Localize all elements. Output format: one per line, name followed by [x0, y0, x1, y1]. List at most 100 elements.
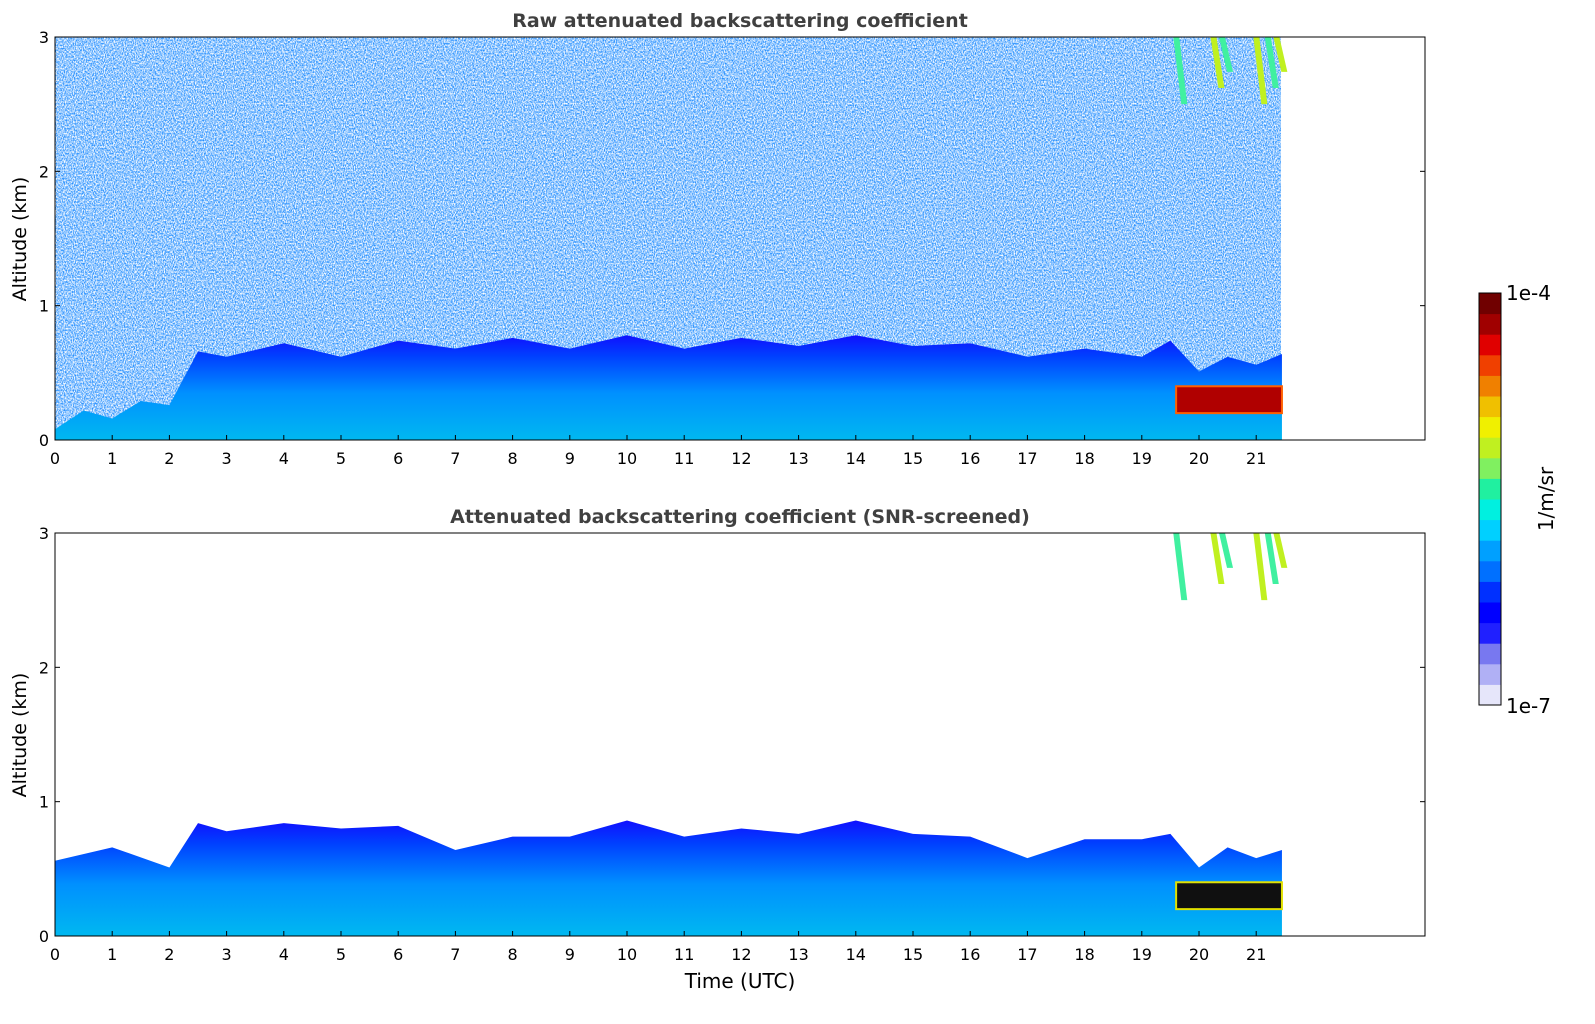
cloud-streak	[1264, 37, 1279, 89]
colorbar-frame	[1478, 292, 1502, 706]
screened-strong-aerosol-layer	[1175, 881, 1283, 911]
x-tick-label: 1	[107, 945, 117, 964]
x-tick-label: 3	[222, 449, 232, 468]
raw-y-axis-label: Altitude (km)	[9, 177, 31, 302]
x-tick-label: 2	[164, 449, 174, 468]
x-tick-label: 12	[731, 449, 751, 468]
colorbar-step	[1479, 581, 1501, 603]
colorbar-step	[1479, 334, 1501, 356]
x-tick-label: 5	[336, 449, 346, 468]
x-tick-label: 13	[788, 945, 808, 964]
cloud-streak	[1210, 533, 1225, 585]
colorbar-unit-label: 1/m/sr	[1534, 466, 1558, 531]
x-tick-label: 2	[164, 945, 174, 964]
colorbar-max-label: 1e-4	[1506, 281, 1551, 305]
screened-x-ticks: 0 1 2 3 4 5 6 7 8 9 10 11 12 13 14 15 16 17 18 19 20 21	[50, 931, 1266, 964]
colorbar-step	[1479, 437, 1501, 459]
colorbar-min-label: 1e-7	[1506, 694, 1551, 718]
colorbar-steps	[1479, 293, 1501, 706]
x-tick-label: 17	[1017, 945, 1037, 964]
screened-panel-title: Attenuated backscattering coefficient (S…	[450, 506, 1030, 528]
x-tick-label: 3	[222, 945, 232, 964]
y-tick-label: 3	[39, 524, 49, 543]
x-tick-label: 8	[508, 449, 518, 468]
colorbar-step	[1479, 293, 1501, 315]
y-tick-label: 2	[39, 658, 49, 677]
x-tick-label: 15	[903, 449, 923, 468]
x-tick-label: 20	[1189, 945, 1209, 964]
x-tick-label: 10	[617, 449, 637, 468]
screened-y-axis-label: Altitude (km)	[9, 673, 31, 798]
colorbar-step	[1479, 622, 1501, 644]
x-tick-label: 11	[674, 449, 694, 468]
screened-boundary-layer	[55, 820, 1282, 936]
x-tick-label: 15	[903, 945, 923, 964]
colorbar-step	[1479, 478, 1501, 500]
x-tick-label: 5	[336, 945, 346, 964]
colorbar-step	[1479, 519, 1501, 541]
x-tick-label: 19	[1132, 449, 1152, 468]
y-tick-label: 2	[39, 162, 49, 181]
x-tick-label: 21	[1246, 945, 1266, 964]
y-tick-label: 1	[39, 793, 49, 812]
x-tick-label: 18	[1074, 945, 1094, 964]
cloud-streak	[1210, 37, 1225, 89]
x-tick-label: 13	[788, 449, 808, 468]
x-tick-label: 1	[107, 449, 117, 468]
cloud-streak	[1219, 533, 1234, 568]
colorbar-step	[1479, 643, 1501, 665]
colorbar: 1e-4 1e-7 1/m/sr	[1478, 281, 1558, 718]
x-tick-label: 8	[508, 945, 518, 964]
colorbar-step	[1479, 375, 1501, 397]
colorbar-step	[1479, 684, 1501, 706]
x-tick-label: 9	[565, 945, 575, 964]
x-tick-label: 7	[450, 449, 460, 468]
x-tick-label: 11	[674, 945, 694, 964]
x-tick-label: 16	[960, 945, 980, 964]
cloud-streak	[1219, 37, 1234, 72]
raw-boundary-layer	[55, 335, 1282, 440]
x-tick-label: 0	[50, 449, 60, 468]
y-tick-label: 3	[39, 28, 49, 47]
x-axis-label: Time (UTC)	[684, 969, 796, 993]
y-tick-label: 0	[39, 927, 49, 946]
raw-heatmap	[55, 37, 1288, 440]
colorbar-step	[1479, 499, 1501, 521]
raw-panel-title: Raw attenuated backscattering coefficien…	[512, 10, 968, 32]
y-tick-label: 0	[39, 431, 49, 450]
x-tick-label: 6	[393, 945, 403, 964]
colorbar-step	[1479, 457, 1501, 479]
cloud-streak	[1264, 533, 1279, 585]
colorbar-step	[1479, 540, 1501, 562]
x-tick-label: 21	[1246, 449, 1266, 468]
colorbar-step	[1479, 396, 1501, 418]
x-tick-label: 4	[279, 449, 289, 468]
colorbar-step	[1479, 313, 1501, 335]
colorbar-step	[1479, 602, 1501, 624]
colorbar-step	[1479, 354, 1501, 376]
x-tick-label: 16	[960, 449, 980, 468]
y-tick-label: 1	[39, 297, 49, 316]
colorbar-step	[1479, 416, 1501, 438]
cloud-streak	[1173, 533, 1188, 601]
x-tick-label: 18	[1074, 449, 1094, 468]
cloud-streak	[1253, 533, 1268, 601]
raw-high-cloud	[1173, 37, 1288, 105]
x-tick-label: 7	[450, 945, 460, 964]
x-tick-label: 12	[731, 945, 751, 964]
x-tick-label: 17	[1017, 449, 1037, 468]
raw-y-ticks: 0 1 2 3	[39, 28, 1425, 450]
cloud-streak	[1253, 37, 1268, 105]
raw-x-ticks: 0 1 2 3 4 5 6 7 8 9 10 11 12 13 14 15 16 17 18 19 20 21	[50, 435, 1266, 468]
x-tick-label: 6	[393, 449, 403, 468]
cloud-streak	[1173, 37, 1188, 105]
snr-screened-panel: Attenuated backscattering coefficient (S…	[9, 506, 1426, 993]
raw-plot-frame	[54, 36, 1426, 441]
x-tick-label: 0	[50, 945, 60, 964]
screened-y-ticks: 0 1 2 3	[39, 524, 1425, 946]
colorbar-step	[1479, 560, 1501, 582]
raw-strong-aerosol-layer	[1175, 385, 1283, 415]
x-tick-label: 14	[846, 449, 866, 468]
